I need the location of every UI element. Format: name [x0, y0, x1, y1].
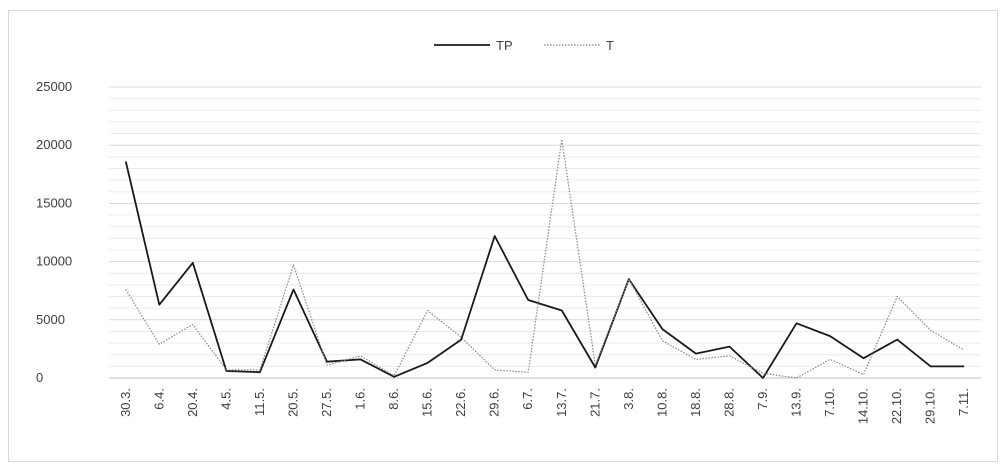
x-tick-label: 6.7. [520, 388, 535, 410]
y-axis: 0 5000 10000 15000 20000 25000 [36, 79, 72, 385]
x-tick-label: 4.5. [218, 388, 233, 410]
x-tick-label: 21.7. [587, 388, 602, 417]
x-tick-label: 29.6. [487, 388, 502, 417]
series-line-tp [124, 161, 965, 379]
x-tick-label: 22.10. [889, 388, 904, 424]
x-tick-label: 20.5. [285, 388, 300, 417]
series-lines [124, 138, 965, 379]
x-tick-label: 3.8. [621, 388, 636, 410]
y-tick-label: 20000 [36, 137, 72, 152]
x-tick-label: 11.5. [252, 388, 267, 416]
y-tick-label: 5000 [36, 312, 65, 327]
y-tick-label: 10000 [36, 254, 72, 269]
x-tick-label: 20.4. [185, 388, 200, 417]
x-tick-label: 7.11. [956, 388, 971, 416]
x-tick-label: 22.6. [453, 388, 468, 417]
x-tick-label: 28.8. [721, 388, 736, 417]
x-tick-label: 6.4. [151, 388, 166, 410]
legend: TP T [434, 38, 614, 53]
x-tick-label: 29.10. [923, 388, 938, 424]
x-tick-label: 1.6. [353, 388, 368, 410]
y-tick-label: 25000 [36, 79, 72, 94]
x-tick-label: 7.9. [755, 388, 770, 410]
x-tick-label: 7.10. [822, 388, 837, 417]
x-tick-label: 18.8. [688, 388, 703, 417]
x-tick-label: 8.6. [386, 388, 401, 410]
chart-frame: 0 5000 10000 15000 20000 25000 30.3. 6.4. 20.4.… [8, 10, 998, 462]
x-tick-label: 10.8. [654, 388, 669, 417]
y-tick-label: 15000 [36, 195, 72, 210]
x-tick-label: 15.6. [420, 388, 435, 417]
x-tick-label: 13.7. [554, 388, 569, 417]
legend-label-t: T [606, 38, 614, 53]
y-tick-label: 0 [36, 370, 43, 385]
series-line-t [125, 138, 965, 379]
x-tick-label: 27.5. [319, 388, 334, 417]
x-tick-label: 14.10. [856, 388, 871, 424]
x-tick-label: 30.3. [118, 388, 133, 417]
x-tick-label: 13.9. [789, 388, 804, 417]
line-chart: 0 5000 10000 15000 20000 25000 30.3. 6.4. 20.4.… [36, 38, 981, 424]
legend-label-tp: TP [496, 38, 513, 53]
gridlines [109, 86, 981, 379]
x-axis: 30.3. 6.4. 20.4. 4.5. 11.5. 20.5. 27.5. 1.6. 8.6… [118, 388, 971, 424]
